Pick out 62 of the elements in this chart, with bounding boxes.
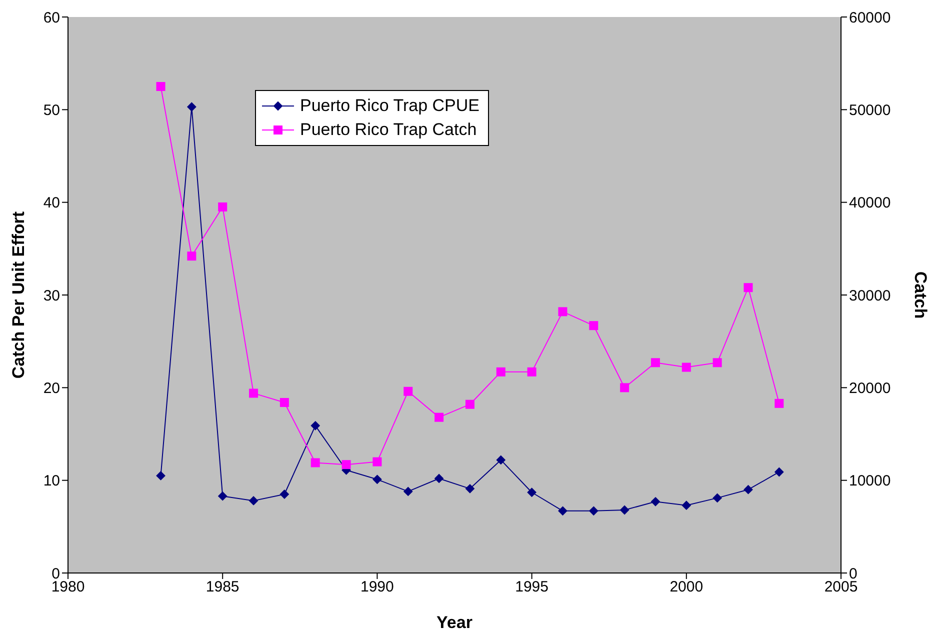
point bbox=[527, 367, 536, 376]
y-tick-label: 50 bbox=[43, 102, 60, 119]
point bbox=[249, 388, 258, 398]
point bbox=[496, 455, 506, 464]
point bbox=[280, 490, 289, 499]
point bbox=[434, 474, 444, 483]
y-tick-label: 10 bbox=[43, 472, 60, 490]
x-tick-label: 1995 bbox=[515, 578, 548, 596]
point bbox=[156, 82, 166, 91]
y2-tick-label: 60000 bbox=[849, 9, 891, 26]
point bbox=[249, 496, 258, 506]
point bbox=[650, 358, 660, 368]
x-tick-label: 1990 bbox=[360, 578, 394, 596]
point bbox=[310, 458, 320, 468]
point bbox=[218, 202, 228, 212]
point bbox=[589, 321, 598, 330]
point bbox=[372, 474, 382, 484]
y-tick-label: 20 bbox=[43, 380, 60, 397]
point bbox=[187, 252, 196, 261]
x-axis-title: Year bbox=[436, 613, 473, 632]
point bbox=[682, 500, 691, 510]
point bbox=[434, 412, 444, 422]
point bbox=[774, 467, 784, 476]
y-tick-label: 60 bbox=[43, 9, 60, 26]
point bbox=[465, 400, 474, 409]
point bbox=[774, 398, 784, 408]
y2-tick-label: 30000 bbox=[849, 287, 891, 304]
point bbox=[187, 102, 196, 112]
y2-tick-label: 20000 bbox=[849, 380, 891, 397]
point bbox=[280, 398, 289, 407]
point bbox=[712, 493, 722, 502]
legend-label: Puerto Rico Trap Catch bbox=[300, 119, 477, 141]
point bbox=[496, 367, 506, 376]
point bbox=[744, 283, 753, 292]
y-axis-title: Catch Per Unit Effort bbox=[9, 211, 28, 379]
point bbox=[620, 505, 630, 514]
point bbox=[620, 383, 630, 392]
x-tick-label: 1985 bbox=[206, 578, 240, 596]
point bbox=[404, 486, 413, 496]
point bbox=[342, 460, 351, 470]
y2-axis-title: Catch bbox=[910, 271, 930, 319]
point bbox=[156, 471, 166, 480]
point bbox=[527, 488, 536, 497]
point bbox=[589, 506, 598, 516]
point bbox=[650, 497, 660, 506]
y2-tick-label: 50000 bbox=[849, 102, 891, 119]
point bbox=[712, 358, 722, 368]
point bbox=[218, 492, 228, 501]
point bbox=[465, 484, 474, 494]
x-tick-label: 2000 bbox=[670, 578, 704, 596]
point bbox=[372, 457, 382, 466]
point bbox=[310, 421, 320, 430]
y-tick-label: 40 bbox=[43, 194, 60, 212]
point bbox=[404, 386, 413, 396]
point bbox=[558, 506, 568, 516]
legend-label: Puerto Rico Trap CPUE bbox=[300, 95, 480, 117]
y2-tick-label: 40000 bbox=[849, 194, 891, 212]
point bbox=[682, 362, 691, 372]
point bbox=[558, 307, 568, 316]
y-tick-label: 30 bbox=[43, 287, 60, 304]
point bbox=[744, 485, 753, 494]
y2-tick-label: 10000 bbox=[849, 472, 891, 490]
